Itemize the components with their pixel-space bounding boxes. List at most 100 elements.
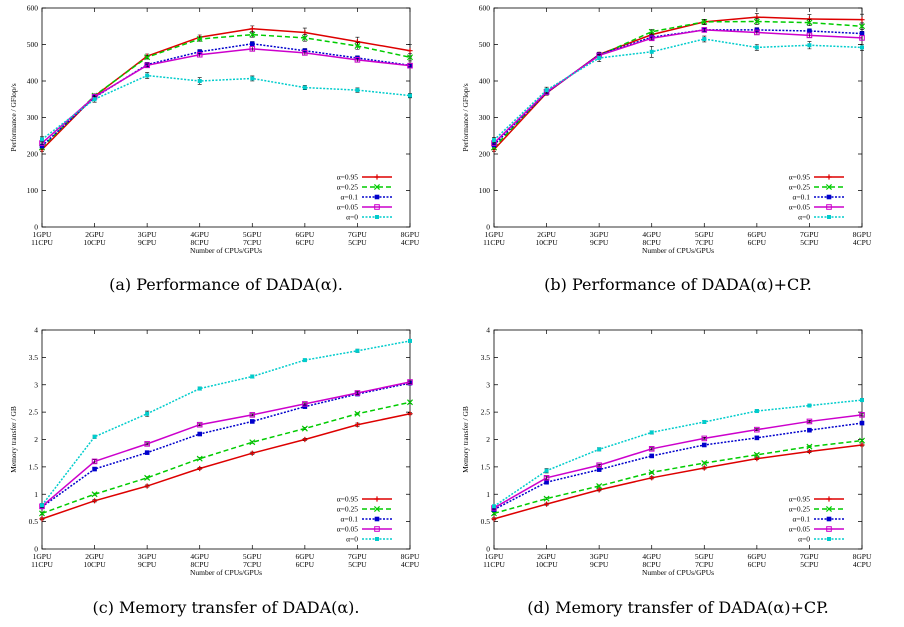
legend-marker-0 (826, 174, 832, 180)
point-s1-3 (196, 36, 203, 43)
y-tick-label-7: 3.5 (29, 353, 39, 362)
y-tick-label-2: 1 (34, 490, 38, 499)
series-1 (38, 399, 414, 517)
point-s4-0 (40, 503, 44, 508)
point-s3-7 (859, 35, 865, 41)
series-line-0 (493, 444, 863, 520)
point-s3-2 (144, 62, 150, 69)
point-s1-5 (301, 425, 308, 432)
point-s4-2 (597, 56, 602, 61)
series-line-0 (41, 28, 411, 151)
x-tick-label-3-cpu: 8CPU (191, 238, 210, 247)
legend-label-2: α=0.1 (340, 193, 358, 202)
x-tick-label-6-cpu: 5CPU (800, 238, 819, 247)
legend-marker-4 (375, 215, 379, 219)
y-tick-label-8: 4 (34, 326, 38, 335)
point-s1-4 (701, 18, 708, 25)
y-tick-label-0: 0 (34, 223, 38, 232)
point-s4-legend (375, 215, 379, 219)
point-s0-legend (826, 496, 832, 502)
y-tick-label-5: 500 (479, 40, 491, 49)
point-s1-4 (701, 460, 708, 467)
series-line-1 (493, 439, 863, 515)
point-s3-legend (826, 526, 832, 532)
legend-label-0: α=0.95 (789, 173, 811, 182)
point-s1-1 (543, 495, 550, 502)
chart-panel-b: 0 100 200 300 400 500 600 1GPU 11CPU 2GPU 10CPU 3GP… (452, 0, 904, 270)
y-tick-label-6: 3 (34, 380, 38, 389)
x-tick-label-6-cpu: 5CPU (348, 560, 367, 569)
legend-label-1: α=0.25 (337, 183, 359, 192)
y-tick-label-1: 0.5 (481, 517, 491, 526)
x-tick-label-4-cpu: 7CPU (243, 238, 262, 247)
point-s1-legend (373, 505, 381, 513)
x-axis-label: Number of CPUs/GPUs (642, 246, 714, 255)
legend-label-4: α=0 (346, 213, 358, 222)
point-s0-4 (249, 26, 255, 32)
point-s1-7 (406, 399, 414, 406)
point-s3-5 (302, 50, 308, 56)
series-2 (491, 420, 865, 512)
point-s3-legend (826, 204, 832, 210)
series-0 (39, 411, 413, 522)
point-s4-7 (408, 338, 412, 343)
y-tick-label-1: 0.5 (29, 517, 39, 526)
point-s1-legend (825, 505, 833, 513)
x-tick-label-2-cpu: 9CPU (590, 238, 609, 247)
series-line-1 (41, 401, 411, 515)
point-s3-2 (596, 462, 602, 469)
point-s1-2 (596, 483, 603, 490)
x-tick-label-1-cpu: 10CPU (536, 560, 559, 569)
point-s0-legend (374, 174, 380, 180)
point-s4-5 (302, 85, 307, 90)
chart-panel-a: 0 100 200 300 400 500 600 1GPU 11CPU 2GPU 10CPU 3GP… (0, 0, 452, 270)
point-s2-2 (596, 467, 602, 472)
y-axis-label: Performance / GFlop/s (461, 83, 470, 151)
point-s2-2 (144, 450, 150, 455)
y-tick-label-5: 2.5 (481, 408, 491, 417)
point-s4-5 (754, 409, 759, 414)
x-tick-label-0-gpu: 1GPU (485, 230, 504, 239)
x-axis-label: Number of CPUs/GPUs (642, 568, 714, 577)
legend-label-2: α=0.1 (340, 515, 358, 524)
legend-label-1: α=0.25 (789, 183, 811, 192)
y-tick-label-4: 2 (34, 435, 38, 444)
x-tick-label-5-gpu: 6GPU (747, 230, 766, 239)
error-bar-s3-3 (197, 423, 202, 427)
point-s3-5 (754, 426, 760, 433)
point-s1-5 (301, 34, 308, 41)
x-tick-label-7-gpu: 8GPU (853, 230, 872, 239)
y-axis-label: Performance / GFlop/s (9, 83, 18, 151)
point-s1-0 (38, 510, 46, 517)
point-s0-2 (144, 483, 150, 489)
legend-marker-4 (827, 537, 831, 541)
point-s1-2 (144, 474, 151, 481)
x-tick-label-3-gpu: 4GPU (190, 230, 209, 239)
series-line-2 (493, 29, 863, 146)
point-s4-7 (408, 93, 412, 98)
error-bar-s3-6 (355, 391, 360, 395)
x-tick-label-1-cpu: 10CPU (536, 238, 559, 247)
x-tick-label-6-gpu: 7GPU (348, 552, 367, 561)
legend-label-4: α=0 (798, 213, 810, 222)
legend-label-2: α=0.1 (792, 193, 810, 202)
point-s4-6 (807, 403, 812, 408)
y-tick-label-3: 300 (27, 113, 39, 122)
y-tick-label-7: 3.5 (481, 353, 491, 362)
point-s2-6 (807, 28, 812, 34)
point-s3-legend (374, 204, 380, 210)
point-s4-5 (754, 45, 759, 50)
series-line-1 (493, 20, 863, 148)
error-bar-s3-1 (92, 459, 97, 464)
point-s4-4 (702, 419, 707, 424)
error-bar-s3-2 (145, 442, 150, 446)
legend-label-4: α=0 (798, 535, 810, 544)
legend-label-0: α=0.95 (789, 495, 811, 504)
point-s2-0 (491, 507, 497, 512)
x-tick-label-4-cpu: 7CPU (243, 560, 262, 569)
point-s0-2 (596, 487, 602, 493)
error-bar-s3-5 (754, 428, 759, 432)
point-s0-6 (354, 422, 361, 428)
legend-marker-3 (374, 204, 380, 210)
